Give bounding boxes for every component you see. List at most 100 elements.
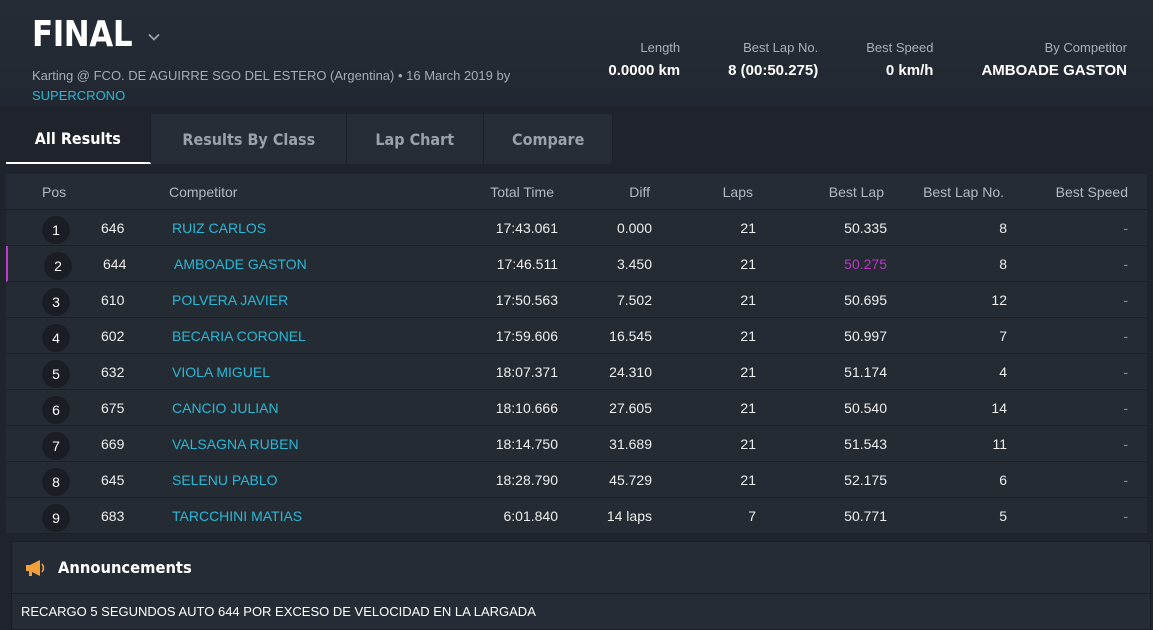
event-stats: Length 0.0000 km Best Lap No. 8 (00:50.2…	[560, 40, 1127, 80]
competitor-link[interactable]: CANCIO JULIAN	[172, 400, 279, 416]
total-time: 18:07.371	[495, 364, 558, 380]
best-lap: 50.540	[844, 400, 887, 416]
table-body: 1 646 RUIZ CARLOS 17:43.061 0.000 21 50.335 8-2…	[6, 210, 1147, 534]
laps: 21	[740, 472, 756, 488]
total-time: 18:10.666	[495, 400, 558, 416]
results-tabs: All Results Results By Class Lap Chart C…	[6, 114, 614, 164]
laps: 21	[740, 256, 756, 272]
best-speed: -	[1123, 472, 1128, 488]
laps: 21	[740, 292, 756, 308]
announcements-header: Announcements	[12, 542, 1150, 594]
stat-by-competitor: By Competitor AMBOADE GASTON	[981, 40, 1127, 80]
laps: 21	[740, 328, 756, 344]
competitor-link[interactable]: POLVERA JAVIER	[172, 292, 289, 308]
column-header-total-time[interactable]: Total Time	[490, 184, 554, 200]
table-row[interactable]: 3 610 POLVERA JAVIER 17:50.563 7.502 21 50.695…	[6, 282, 1147, 318]
position-badge: 4	[42, 324, 70, 352]
announcement-text: RECARGO 5 SEGUNDOS AUTO 644 POR EXCESO D…	[21, 604, 536, 619]
column-header-pos[interactable]: Pos	[42, 184, 67, 200]
best-speed: -	[1123, 220, 1128, 236]
tab-label: Results By Class	[182, 129, 315, 149]
diff: 27.605	[609, 400, 652, 416]
column-header-best-speed[interactable]: Best Speed	[1055, 184, 1128, 200]
best-speed: -	[1123, 400, 1128, 416]
competitor-link[interactable]: SELENU PABLO	[172, 472, 278, 488]
best-speed: -	[1123, 436, 1128, 452]
total-time: 18:14.750	[495, 436, 558, 452]
diff: 3.450	[616, 256, 652, 272]
column-header-best-lap[interactable]: Best Lap	[828, 184, 884, 200]
announcements-title-text: Announcements	[58, 558, 192, 577]
competitor-link[interactable]: RUIZ CARLOS	[172, 220, 267, 236]
best-lap-no: 6	[999, 472, 1007, 488]
car-number: 602	[101, 328, 125, 344]
competitor-link[interactable]: VIOLA MIGUEL	[172, 364, 271, 380]
competitor-link[interactable]: TARCCHINI MATIAS	[172, 508, 303, 524]
stat-label: By Competitor	[1044, 40, 1127, 55]
best-lap: 52.175	[844, 472, 887, 488]
event-subtitle: Karting @ FCO. DE AGUIRRE SGO DEL ESTERO…	[32, 66, 592, 106]
stat-label: Best Lap No.	[743, 40, 819, 55]
tab-compare[interactable]: Compare	[483, 114, 614, 164]
title-row: FINAL	[32, 14, 162, 55]
table-row[interactable]: 8 645 SELENU PABLO 18:28.790 45.729 21 52.175 6…	[6, 462, 1147, 498]
car-number: 646	[101, 220, 125, 236]
best-lap: 50.695	[844, 292, 887, 308]
diff: 0.000	[616, 220, 652, 236]
best-speed: -	[1123, 292, 1128, 308]
diff: 16.545	[609, 328, 652, 344]
column-header-laps[interactable]: Laps	[722, 184, 753, 200]
competitor-link[interactable]: VALSAGNA RUBEN	[172, 436, 299, 452]
table-row[interactable]: 7 669 VALSAGNA RUBEN 18:14.750 31.689 21 51.54…	[6, 426, 1147, 462]
results-table: Pos Competitor Total Time Diff Laps Best…	[6, 174, 1147, 534]
best-lap-no: 5	[999, 508, 1007, 524]
car-number: 683	[101, 508, 125, 524]
organizer-link[interactable]: SUPERCRONO	[32, 88, 126, 103]
stat-length: Length 0.0000 km	[608, 40, 680, 80]
tab-lap-chart[interactable]: Lap Chart	[347, 114, 484, 164]
best-speed: -	[1123, 328, 1128, 344]
tab-all-results[interactable]: All Results	[6, 114, 151, 164]
position-badge: 1	[42, 216, 70, 244]
column-header-best-lap-no[interactable]: Best Lap No.	[923, 184, 1004, 200]
column-header-competitor[interactable]: Competitor	[169, 184, 238, 200]
announcements-title: Announcements	[58, 558, 203, 577]
table-row[interactable]: 2 644 AMBOADE GASTON 17:46.511 3.450 21 50.275…	[6, 246, 1147, 282]
total-time: 17:43.061	[495, 220, 558, 236]
laps: 21	[740, 220, 756, 236]
best-lap-no: 4	[999, 364, 1007, 380]
diff: 7.502	[616, 292, 652, 308]
competitor-link[interactable]: AMBOADE GASTON	[174, 256, 307, 272]
diff: 31.689	[609, 436, 652, 452]
table-row[interactable]: 5 632 VIOLA MIGUEL 18:07.371 24.310 21 51.174 4…	[6, 354, 1147, 390]
stat-best-lap-no: Best Lap No. 8 (00:50.275)	[728, 40, 818, 80]
table-row[interactable]: 1 646 RUIZ CARLOS 17:43.061 0.000 21 50.335 8 -	[6, 210, 1147, 246]
position-badge: 8	[42, 468, 70, 496]
table-row[interactable]: 4 602 BECARIA CORONEL 17:59.606 16.545 21 50.9…	[6, 318, 1147, 354]
tab-label: All Results	[34, 128, 121, 148]
diff: 45.729	[609, 472, 652, 488]
best-lap-no: 12	[991, 292, 1007, 308]
diff: 14 laps	[606, 508, 652, 524]
tab-results-by-class[interactable]: Results By Class	[150, 114, 348, 164]
total-time: 17:46.511	[496, 256, 558, 272]
total-time: 18:28.790	[495, 472, 558, 488]
event-title: FINAL	[32, 14, 133, 55]
tab-label: Lap Chart	[375, 129, 455, 149]
position-badge: 6	[42, 396, 70, 424]
car-number: 675	[101, 400, 125, 416]
best-lap: 50.771	[844, 508, 887, 524]
column-header-diff[interactable]: Diff	[629, 184, 650, 200]
table-row[interactable]: 6 675 CANCIO JULIAN 18:10.666 27.605 21 50.540…	[6, 390, 1147, 426]
stat-value: 0.0000 km	[608, 62, 681, 79]
laps: 21	[740, 400, 756, 416]
table-row[interactable]: 9 683 TARCCHINI MATIAS 6:01.840 14 laps 7 50.7…	[6, 498, 1147, 534]
chevron-down-icon[interactable]	[146, 29, 162, 45]
position-badge: 3	[42, 288, 70, 316]
event-header: FINAL Karting @ FCO. DE AGUIRRE SGO DEL …	[0, 0, 1153, 106]
stat-label: Length	[640, 40, 681, 55]
stat-label: Best Speed	[866, 40, 934, 55]
competitor-link[interactable]: BECARIA CORONEL	[172, 328, 306, 344]
announcements-panel: Announcements RECARGO 5 SEGUNDOS AUTO 64…	[11, 541, 1151, 630]
stat-value: 8 (00:50.275)	[728, 62, 819, 79]
